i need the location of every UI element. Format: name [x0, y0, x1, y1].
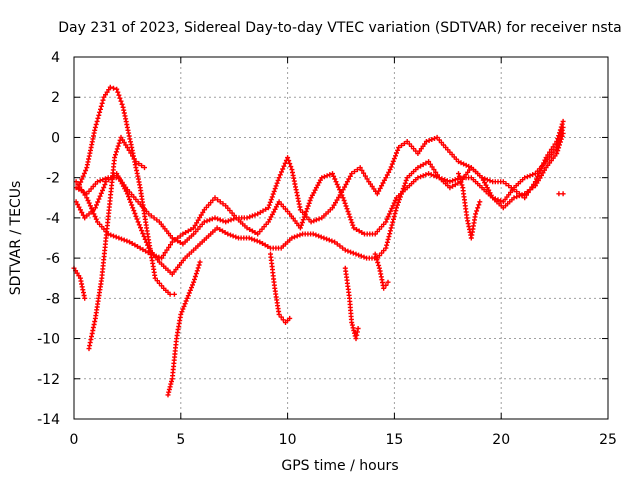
y-tick-label: 4: [51, 50, 60, 66]
series-layer: [71, 84, 566, 398]
y-tick-label: -12: [37, 372, 60, 388]
data-series-track-2: [73, 118, 566, 247]
data-series-track-10: [372, 251, 391, 291]
y-tick-label: 0: [51, 130, 60, 146]
y-tick-label: -8: [46, 291, 60, 307]
y-tick-label: -14: [37, 412, 60, 428]
x-axis-label: GPS time / hours: [281, 458, 398, 474]
x-tick-label: 5: [176, 432, 185, 448]
data-series-track-7: [165, 259, 203, 398]
y-tick-label: -6: [46, 251, 60, 267]
grid: [74, 57, 608, 419]
x-tick-label: 0: [70, 432, 79, 448]
data-series-track-9: [342, 265, 361, 342]
y-tick-label: 2: [51, 90, 60, 106]
x-tick-label: 25: [599, 432, 617, 448]
data-series-track-6: [86, 134, 147, 352]
data-series-track-3: [73, 130, 566, 277]
data-series-track-12: [556, 191, 566, 197]
y-axis-label: SDTVAR / TECUs: [8, 181, 24, 296]
y-tick-label: -10: [37, 332, 60, 348]
plot-frame: [73, 56, 609, 420]
x-tick-label: 20: [492, 432, 510, 448]
data-series-track-8: [268, 251, 293, 325]
y-tick-label: -2: [46, 171, 60, 187]
ticks: 0 5 10 15 20 25 -14 -12 -10 -8 -6 -4 -2 0 2 4: [37, 50, 617, 448]
x-tick-label: 15: [385, 432, 403, 448]
chart-title: Day 231 of 2023, Sidereal Day-to-day VTE…: [58, 20, 621, 36]
data-series-track-4: [73, 124, 566, 261]
x-tick-label: 10: [279, 432, 297, 448]
data-series-track-11: [456, 171, 483, 241]
y-tick-label: -4: [46, 211, 60, 227]
